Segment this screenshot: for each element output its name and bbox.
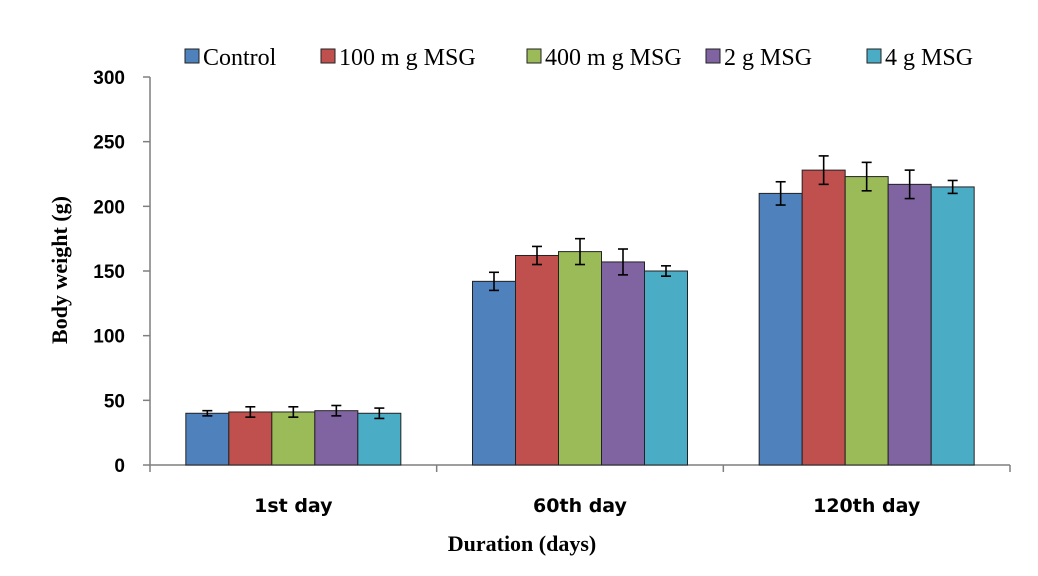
legend-label: 2 g MSG — [724, 45, 812, 71]
bar — [887, 183, 932, 466]
legend-swatch — [526, 48, 542, 64]
legend-label: 100 m g MSG — [339, 45, 476, 71]
x-tick-label: 60th day — [533, 495, 628, 517]
y-tick-label: 0 — [114, 456, 125, 477]
bar — [271, 411, 316, 466]
bar — [472, 280, 516, 466]
y-tick-label: 150 — [93, 262, 125, 283]
y-tick-label: 100 — [93, 327, 125, 348]
legend-swatch — [184, 48, 200, 64]
legend-swatch — [705, 48, 721, 64]
x-axis: 1st day 60th day 120th day — [149, 464, 1011, 517]
bar — [601, 261, 645, 466]
legend-swatch — [320, 48, 336, 64]
bar — [644, 270, 688, 466]
bar — [558, 251, 602, 466]
legend-label: Control — [203, 45, 277, 71]
y-tick-label: 300 — [93, 68, 125, 89]
y-axis-title: Body weight (g) — [47, 196, 72, 344]
chart-legend: Control 100 m g MSG 400 m g MSG 2 g MSG 4 g … — [184, 45, 973, 71]
bar — [314, 410, 359, 466]
bar — [228, 411, 273, 466]
legend-label: 400 m g MSG — [545, 45, 682, 71]
legend-label: 4 g MSG — [885, 45, 973, 71]
bar — [844, 176, 889, 466]
y-tick-label: 250 — [93, 133, 125, 154]
y-tick-label: 200 — [93, 197, 125, 218]
bar — [758, 192, 803, 466]
x-axis-title: Duration (days) — [448, 531, 597, 556]
bar — [357, 412, 402, 466]
y-tick-label: 50 — [104, 391, 125, 412]
bar-series-group — [185, 155, 975, 466]
legend-swatch — [866, 48, 882, 64]
bar — [801, 169, 846, 466]
bar — [515, 254, 559, 466]
y-axis: 0 50 100 150 200 250 300 — [93, 68, 151, 477]
x-tick-label: 120th day — [813, 495, 921, 517]
bar — [185, 412, 230, 466]
bar — [930, 186, 975, 466]
x-tick-label: 1st day — [254, 495, 333, 517]
